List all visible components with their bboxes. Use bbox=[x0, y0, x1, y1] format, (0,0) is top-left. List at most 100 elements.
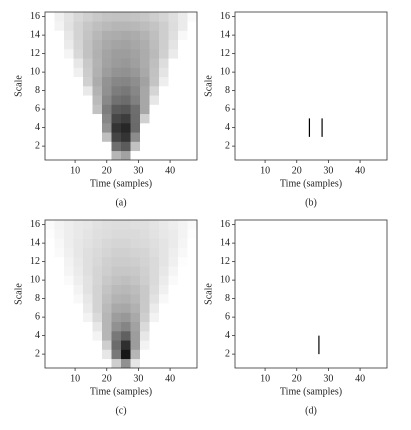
heat-cell bbox=[92, 312, 103, 323]
heat-cell bbox=[92, 76, 103, 87]
heat-cell bbox=[140, 312, 150, 323]
heat-cell bbox=[54, 132, 65, 142]
heat-cell bbox=[73, 275, 84, 286]
heat-cell bbox=[45, 21, 55, 31]
heat-cell bbox=[168, 358, 179, 369]
heat-cell bbox=[187, 132, 198, 142]
x-axis-label: Time (samples) bbox=[280, 178, 342, 189]
heat-cell bbox=[45, 229, 55, 239]
x-tick-label: 30 bbox=[323, 165, 333, 176]
heat-cell bbox=[64, 95, 74, 105]
heat-cell bbox=[130, 349, 141, 360]
heat-cell bbox=[121, 150, 131, 161]
heat-cell bbox=[168, 266, 179, 276]
heat-cell bbox=[168, 58, 179, 68]
heat-cell bbox=[102, 275, 112, 286]
heat-cell bbox=[140, 294, 150, 304]
heat-cell bbox=[64, 141, 74, 152]
heat-cell bbox=[64, 294, 74, 304]
heat-cell bbox=[159, 331, 169, 341]
heat-cell bbox=[54, 257, 65, 267]
heat-cell bbox=[64, 349, 74, 360]
heat-cell bbox=[73, 284, 84, 295]
heat-cell bbox=[64, 321, 74, 332]
heat-cell bbox=[45, 86, 55, 96]
heat-cell bbox=[159, 266, 169, 276]
heat-cell bbox=[73, 349, 84, 360]
heat-cell bbox=[149, 349, 160, 360]
heat-cell bbox=[83, 104, 93, 115]
y-tick-label: 6 bbox=[35, 311, 40, 322]
y-tick-label: 12 bbox=[30, 48, 40, 59]
heat-cell bbox=[178, 86, 188, 96]
heat-cell bbox=[168, 340, 179, 350]
heat-cell bbox=[121, 86, 131, 96]
heat-cell bbox=[102, 266, 112, 276]
heat-cell bbox=[187, 238, 198, 249]
y-tick-label: 14 bbox=[220, 29, 230, 40]
heat-cell bbox=[140, 331, 150, 341]
heat-cell bbox=[130, 150, 141, 161]
heat-cell bbox=[168, 229, 179, 239]
heat-cell bbox=[140, 141, 150, 152]
heat-cell bbox=[83, 67, 93, 78]
y-tick-label: 14 bbox=[30, 237, 40, 248]
heat-cell bbox=[159, 275, 169, 286]
heat-cell bbox=[73, 257, 84, 267]
heat-cell bbox=[159, 247, 169, 258]
heat-cell bbox=[140, 39, 150, 50]
heat-cell bbox=[92, 331, 103, 341]
axes-frame bbox=[44, 11, 198, 161]
heat-cell bbox=[73, 331, 84, 341]
heat-cell bbox=[73, 150, 84, 161]
axes-frame bbox=[234, 219, 388, 369]
heat-cell bbox=[178, 67, 188, 78]
heat-cell bbox=[83, 39, 93, 50]
heat-cell bbox=[73, 294, 84, 304]
axes-frame bbox=[234, 11, 388, 161]
heat-cell bbox=[54, 76, 65, 87]
heat-cell bbox=[73, 358, 84, 369]
heat-cell bbox=[64, 67, 74, 78]
y-tick-label: 6 bbox=[35, 103, 40, 114]
heat-cell bbox=[92, 303, 103, 313]
heat-cell bbox=[130, 303, 141, 313]
heat-cell bbox=[92, 132, 103, 142]
heat-cell bbox=[178, 58, 188, 68]
heat-cell bbox=[111, 113, 122, 124]
heat-cell bbox=[168, 247, 179, 258]
heat-cell bbox=[102, 12, 112, 22]
heat-cell bbox=[73, 76, 84, 87]
heat-cell bbox=[159, 95, 169, 105]
heat-cell bbox=[111, 58, 122, 68]
heat-cell bbox=[111, 95, 122, 105]
heat-cell bbox=[130, 76, 141, 87]
heat-cell bbox=[121, 30, 131, 41]
heat-cell bbox=[83, 220, 93, 230]
heat-cell bbox=[54, 312, 65, 323]
heat-cell bbox=[149, 49, 160, 59]
heat-cell bbox=[130, 113, 141, 124]
heat-cell bbox=[102, 247, 112, 258]
heat-cell bbox=[111, 141, 122, 152]
y-tick-label: 10 bbox=[220, 66, 230, 77]
heat-cell bbox=[149, 312, 160, 323]
panel: 10 20 30 40 2 4 6 8 10 12 14 16 Time (samples) Scale (… bbox=[203, 219, 388, 416]
heat-cell bbox=[111, 358, 122, 369]
heat-cell bbox=[64, 104, 74, 115]
heat-cell bbox=[64, 123, 74, 133]
heat-cell bbox=[64, 30, 74, 41]
x-tick-label: 20 bbox=[292, 373, 302, 384]
heat-cell bbox=[83, 113, 93, 124]
heat-cell bbox=[83, 95, 93, 105]
heat-cell bbox=[121, 340, 131, 350]
heat-cell bbox=[92, 349, 103, 360]
heat-cell bbox=[140, 229, 150, 239]
y-tick-label: 4 bbox=[35, 330, 40, 341]
heat-cell bbox=[111, 229, 122, 239]
heat-cell bbox=[111, 321, 122, 332]
heat-cell bbox=[168, 321, 179, 332]
heat-cell bbox=[64, 312, 74, 323]
heat-cell bbox=[130, 284, 141, 295]
heat-cell bbox=[64, 113, 74, 124]
